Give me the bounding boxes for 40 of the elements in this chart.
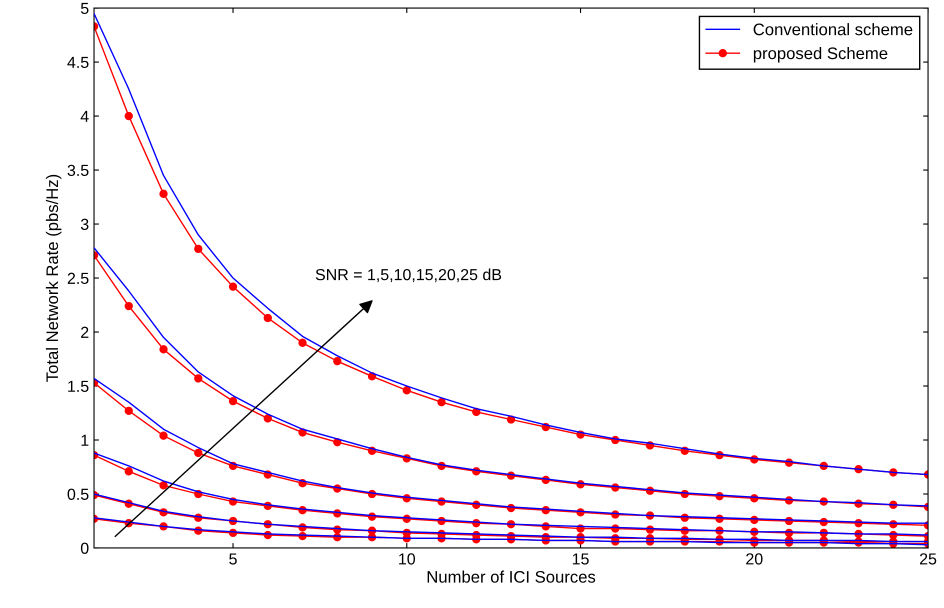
annotation: SNR = 1,5,10,15,20,25 dB [316,268,502,282]
point [402,386,411,395]
x-axis-title: Number of ICI Sources [428,570,596,583]
legend-label: Conventional scheme [754,23,912,36]
x-tick-label: 5 [229,553,237,565]
legend-label: proposed Scheme [754,46,888,62]
y-tick-label: 2.5 [68,272,88,284]
x-tick-label: 20 [746,553,763,565]
point [298,338,307,347]
x-tick-label: 15 [572,553,589,565]
y-tick-label: 2 [81,326,88,338]
y-tick-label: 1 [81,434,88,446]
point [437,398,446,406]
point [194,448,202,458]
y-tick-label: 0 [80,542,89,554]
y-tick-label: 3.5 [68,164,88,176]
y-axis-title: Total Network Rate (pbs/Hz) [46,174,62,382]
point [159,190,168,198]
y-tick-label: 5 [80,2,88,14]
point [124,467,133,476]
point [228,282,238,291]
point [159,345,168,354]
point [264,414,272,423]
point [159,481,168,490]
point [264,314,272,322]
point [194,244,202,254]
point [194,374,202,383]
point [159,432,168,440]
y-tick-label: 4 [80,110,89,122]
y-tick-label: 4.5 [67,56,88,68]
point [228,396,238,406]
x-tick-label: 25 [920,553,936,565]
y-tick-label: 1.5 [68,380,88,392]
point [333,357,342,366]
y-tick-label: 0.5 [68,488,88,500]
point [124,302,133,310]
point [124,406,133,416]
point [124,112,133,120]
y-tick-label: 3 [80,218,88,230]
x-tick-label: 10 [399,553,416,565]
